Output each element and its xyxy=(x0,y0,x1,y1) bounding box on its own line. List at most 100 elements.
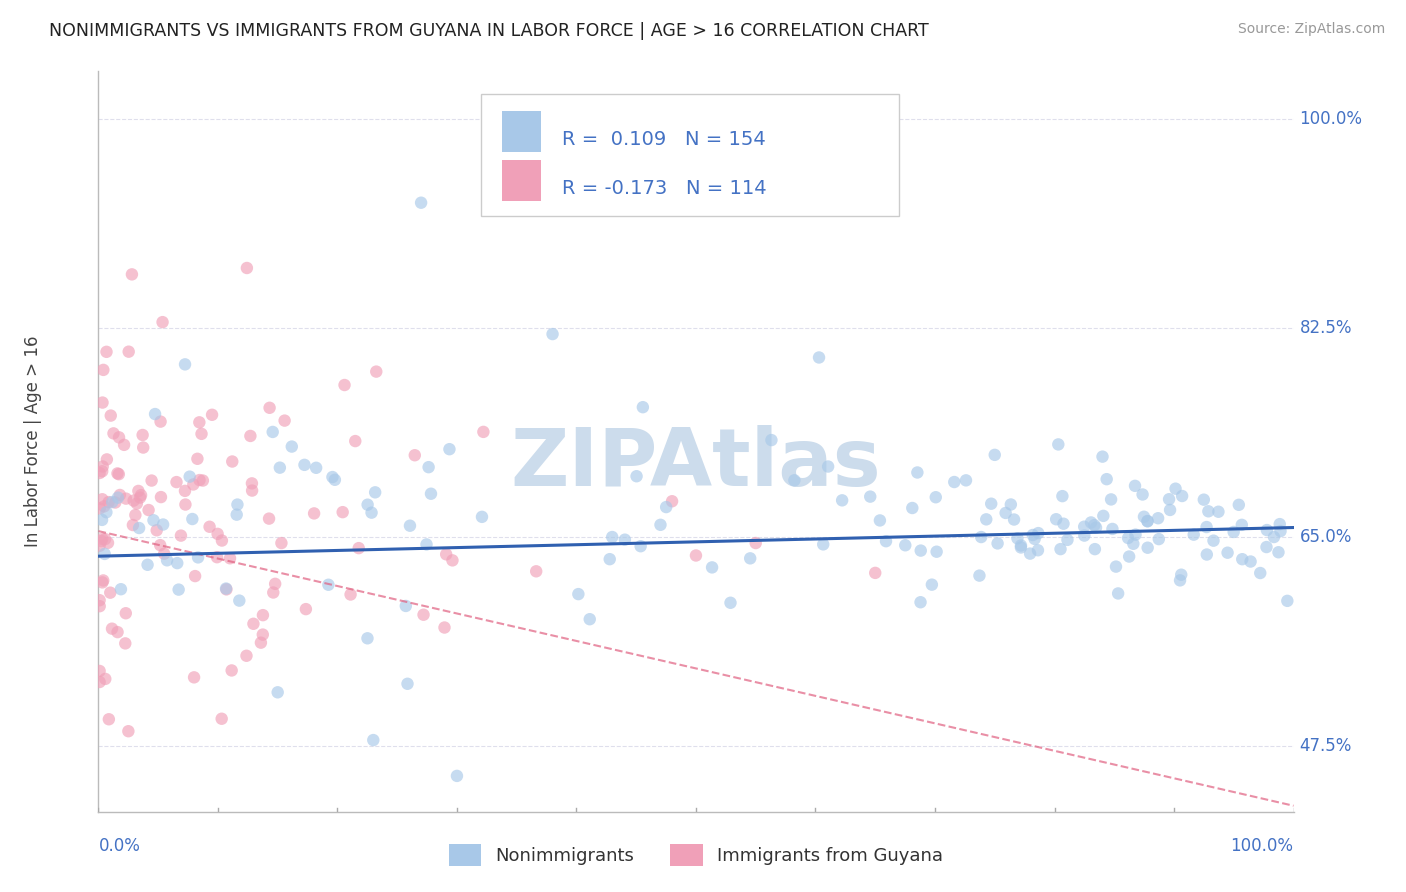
Point xyxy=(1095,472,1118,486)
Point xyxy=(578,612,600,626)
Point xyxy=(396,677,419,691)
Point xyxy=(761,433,783,447)
Point xyxy=(96,505,118,519)
Point xyxy=(1099,492,1122,507)
Point xyxy=(347,541,370,555)
Point xyxy=(910,543,932,558)
Point xyxy=(1230,517,1253,532)
Point xyxy=(96,344,118,359)
Point xyxy=(1083,518,1105,533)
Point xyxy=(91,575,114,590)
Point xyxy=(108,430,131,444)
Point xyxy=(363,733,385,747)
Point xyxy=(1000,498,1022,512)
Point xyxy=(1118,549,1140,564)
Point xyxy=(211,533,233,548)
Point xyxy=(91,459,114,474)
Point xyxy=(138,503,160,517)
Point xyxy=(141,474,163,488)
Point xyxy=(295,602,318,616)
FancyBboxPatch shape xyxy=(481,94,900,216)
Point xyxy=(97,536,120,550)
Point xyxy=(250,635,273,649)
Point xyxy=(89,593,111,607)
Point xyxy=(181,477,204,491)
Point xyxy=(149,415,172,429)
Point xyxy=(631,400,654,414)
Point xyxy=(281,440,304,454)
Point xyxy=(1045,512,1067,526)
Point xyxy=(1024,532,1046,546)
Point xyxy=(252,627,274,641)
Point xyxy=(221,454,243,468)
Point xyxy=(1084,542,1107,557)
Point xyxy=(174,483,197,498)
Text: 47.5%: 47.5% xyxy=(1299,737,1353,755)
Point xyxy=(1073,528,1095,542)
Point xyxy=(117,724,139,739)
Point xyxy=(1147,532,1170,546)
Point xyxy=(974,512,997,526)
Point xyxy=(865,566,887,580)
Point xyxy=(207,527,229,541)
Point xyxy=(1116,531,1139,545)
Point xyxy=(404,448,426,462)
Point xyxy=(399,518,422,533)
Point xyxy=(831,493,853,508)
Point xyxy=(925,545,948,559)
Point xyxy=(412,607,434,622)
Point xyxy=(127,483,149,498)
Point xyxy=(94,532,117,546)
Point xyxy=(366,365,388,379)
Point xyxy=(104,495,127,509)
Point xyxy=(118,344,141,359)
Point xyxy=(439,442,461,457)
Legend: Nonimmigrants, Immigrants from Guyana: Nonimmigrants, Immigrants from Guyana xyxy=(449,844,943,865)
Point xyxy=(153,547,176,561)
Point xyxy=(236,260,259,275)
Point xyxy=(1195,548,1218,562)
Point xyxy=(129,491,152,505)
Point xyxy=(943,475,966,489)
Point xyxy=(969,568,991,582)
Text: ZIPAtlas: ZIPAtlas xyxy=(510,425,882,503)
Point xyxy=(1123,479,1146,493)
Point xyxy=(1263,530,1285,544)
Point xyxy=(262,425,284,439)
Point xyxy=(124,508,146,522)
Point xyxy=(1022,528,1045,542)
Text: R =  0.109   N = 154: R = 0.109 N = 154 xyxy=(562,130,766,150)
Point xyxy=(925,490,948,504)
Point xyxy=(188,473,211,487)
Point xyxy=(305,460,328,475)
Point xyxy=(98,585,121,599)
Point xyxy=(225,508,247,522)
Point xyxy=(91,513,114,527)
Point xyxy=(921,577,943,591)
Point xyxy=(114,636,136,650)
Text: 82.5%: 82.5% xyxy=(1299,319,1353,337)
Point xyxy=(1080,516,1102,530)
Point xyxy=(661,494,683,508)
Point xyxy=(215,582,238,596)
Point xyxy=(91,395,114,409)
Point xyxy=(321,470,343,484)
Point xyxy=(1270,524,1292,538)
Point xyxy=(1105,559,1128,574)
Point xyxy=(333,378,356,392)
Point xyxy=(107,491,129,505)
Point xyxy=(89,501,111,516)
Point xyxy=(174,498,197,512)
Point xyxy=(183,670,205,684)
Point xyxy=(1171,489,1194,503)
Point xyxy=(142,513,165,527)
Point xyxy=(121,268,143,282)
Point xyxy=(817,459,839,474)
Point xyxy=(93,547,115,561)
Point xyxy=(89,539,111,553)
Point xyxy=(89,675,111,690)
Point xyxy=(269,460,291,475)
Text: 65.0%: 65.0% xyxy=(1299,528,1353,546)
Point xyxy=(1056,533,1078,547)
Point xyxy=(94,672,117,686)
